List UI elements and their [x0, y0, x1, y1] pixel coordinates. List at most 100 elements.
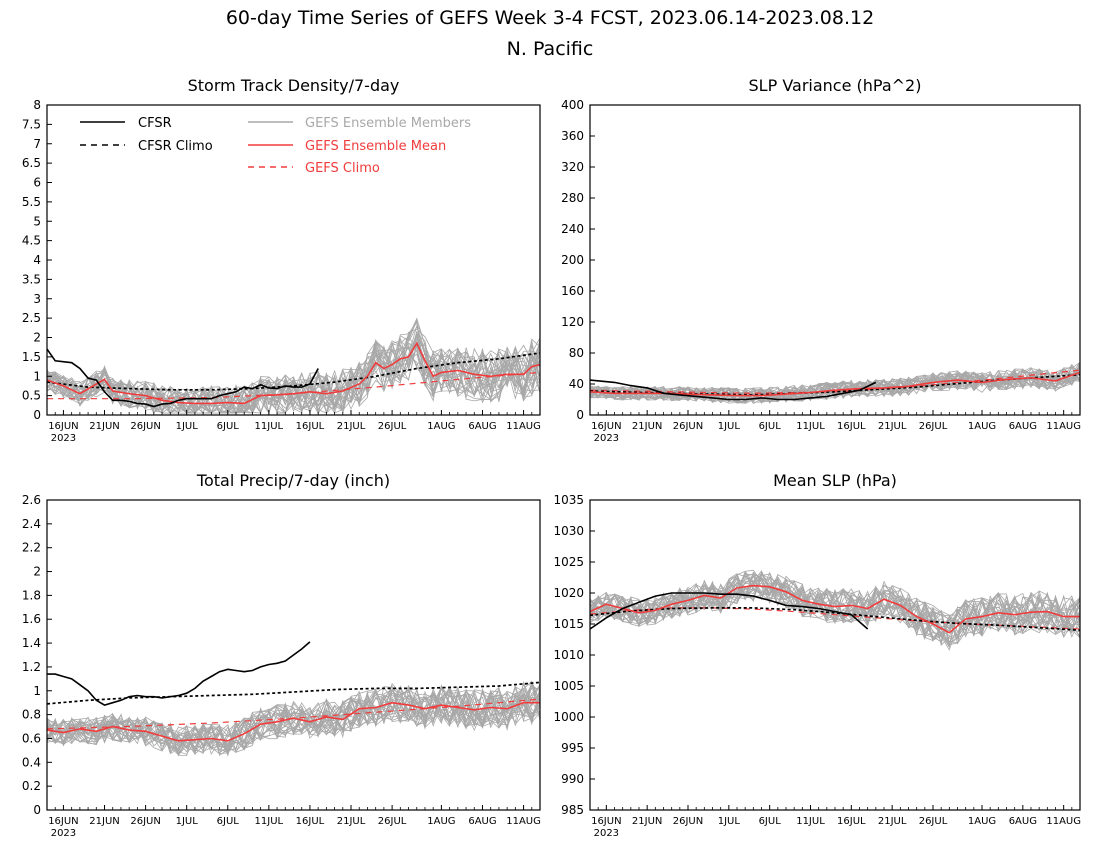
x-year-label: 2023	[51, 828, 76, 839]
ensemble-member-line	[46, 341, 541, 414]
y-tick-label: 0	[33, 408, 41, 422]
x-tick-label: 21JUL	[878, 421, 907, 432]
x-tick-label: 1JUL	[176, 816, 199, 827]
y-tick-label: 6	[33, 176, 41, 190]
x-tick-label: 11AUG	[506, 816, 541, 827]
x-tick-label: 21JUL	[337, 816, 366, 827]
x-tick-label: 16JUL	[296, 816, 325, 827]
x-tick-label: 1AUG	[427, 421, 455, 432]
series-line-cfsr	[589, 592, 869, 630]
y-tick-label: 1005	[553, 679, 584, 693]
x-tick-label: 21JUL	[337, 421, 366, 432]
figure-title: 60-day Time Series of GEFS Week 3-4 FCST…	[226, 7, 874, 29]
y-tick-label: 4	[33, 253, 41, 267]
mean-slp-panel: Mean SLP (hPa) 985 990 995 1000 1005 1010 1015 1…	[553, 471, 1081, 839]
x-tick-label: 16JUL	[296, 421, 325, 432]
ensemble-member-line	[46, 688, 541, 755]
plot-frame	[589, 499, 1081, 811]
chart-legend: CFSR CFSR Climo GEFS Ensemble Members GE…	[80, 116, 471, 176]
ensemble-member-line	[589, 572, 1081, 642]
ensemble-member-line	[589, 362, 1081, 401]
y-tick-label: 2	[33, 331, 41, 345]
x-tick-label: 6JUL	[759, 816, 782, 827]
x-tick-label: 1AUG	[427, 816, 455, 827]
x-tick-label: 11AUG	[1046, 816, 1081, 827]
y-tick-label: 0.6	[22, 731, 41, 745]
y-tick-label: 0	[33, 803, 41, 817]
x-year-label: 2023	[594, 828, 619, 839]
ensemble-member-line	[589, 366, 1081, 403]
storm-track-density-panel: Storm Track Density/7-day 0 0.5 1 1.5 2 2.5 3 3.…	[22, 76, 541, 444]
y-tick-label: 990	[561, 772, 584, 786]
ensemble-members	[46, 317, 541, 415]
y-tick-label: 1010	[553, 648, 584, 662]
y-tick-label: 7.5	[22, 117, 41, 131]
x-tick-label: 1AUG	[968, 421, 996, 432]
ensemble-member-line	[46, 321, 541, 414]
x-tick-label: 6JUL	[217, 421, 240, 432]
ensemble-member-line	[46, 349, 541, 415]
x-tick-label: 6AUG	[468, 816, 496, 827]
series-line-cfsr	[47, 641, 311, 706]
ensemble-member-line	[46, 682, 541, 753]
panel-title: Mean SLP (hPa)	[773, 471, 897, 490]
y-tick-label: 320	[561, 160, 584, 174]
ensemble-member-line	[589, 575, 1081, 635]
y-tick-label: 1.4	[22, 636, 41, 650]
y-tick-label: 1030	[553, 524, 584, 538]
ensemble-member-line	[46, 340, 541, 415]
slp-variance-panel: SLP Variance (hPa^2) 0 40 80 120 160 200 240 280…	[561, 76, 1081, 444]
x-tick-label: 6JUL	[217, 816, 240, 827]
x-tick-label: 1JUL	[718, 816, 741, 827]
y-tick-label: 80	[569, 346, 584, 360]
y-tick-label: 5	[33, 214, 41, 228]
x-tick-label: 1JUL	[176, 421, 199, 432]
y-tick-label: 360	[561, 129, 584, 143]
x-tick-label: 11JUL	[255, 421, 284, 432]
x-tick-label: 1JUL	[718, 421, 741, 432]
x-tick-label: 6AUG	[468, 421, 496, 432]
y-tick-label: 2.6	[22, 493, 41, 507]
y-tick-label: 1015	[553, 617, 584, 631]
x-tick-label: 21JUN	[89, 816, 119, 827]
y-tick-label: 5.5	[22, 195, 41, 209]
x-tick-label: 16JUL	[837, 816, 866, 827]
x-tick-label: 21JUN	[632, 816, 662, 827]
x-tick-label: 6AUG	[1009, 816, 1037, 827]
y-tick-label: 985	[561, 803, 584, 817]
x-tick-label: 16JUN	[591, 816, 621, 827]
figure-subtitle: N. Pacific	[507, 38, 594, 60]
y-tick-label: 1.2	[22, 660, 41, 674]
x-tick-label: 26JUL	[378, 816, 407, 827]
x-tick-label: 6AUG	[1009, 421, 1037, 432]
legend-label-cfsr: CFSR	[138, 116, 172, 131]
y-tick-label: 0.8	[22, 708, 41, 722]
x-tick-label: 26JUN	[673, 421, 703, 432]
x-tick-label: 26JUL	[378, 421, 407, 432]
plot-frame	[589, 104, 1081, 416]
y-tick-label: 2	[33, 565, 41, 579]
x-tick-label: 11JUL	[796, 816, 825, 827]
legend-label-members: GEFS Ensemble Members	[305, 116, 471, 131]
x-tick-label: 1AUG	[968, 816, 996, 827]
ensemble-member-line	[46, 318, 541, 415]
y-tick-label: 3.5	[22, 272, 41, 286]
y-tick-label: 1000	[553, 710, 584, 724]
y-tick-label: 1.6	[22, 612, 41, 626]
y-tick-label: 1020	[553, 586, 584, 600]
x-tick-label: 16JUL	[837, 421, 866, 432]
x-tick-label: 11AUG	[506, 421, 541, 432]
x-tick-label: 21JUN	[89, 421, 119, 432]
series-line-gefs-climo	[589, 369, 1081, 394]
series-line-gefs-ensemble-mean	[46, 341, 541, 405]
legend-label-cfsr-climo: CFSR Climo	[138, 139, 213, 154]
x-tick-label: 26JUL	[919, 421, 948, 432]
ensemble-member-line	[589, 367, 1081, 405]
x-tick-label: 26JUN	[130, 816, 160, 827]
x-tick-label: 26JUN	[130, 421, 160, 432]
series-line-cfsr-climo	[46, 352, 541, 391]
x-tick-label: 11AUG	[1046, 421, 1081, 432]
x-tick-label: 16JUN	[591, 421, 621, 432]
x-tick-label: 26JUL	[919, 816, 948, 827]
